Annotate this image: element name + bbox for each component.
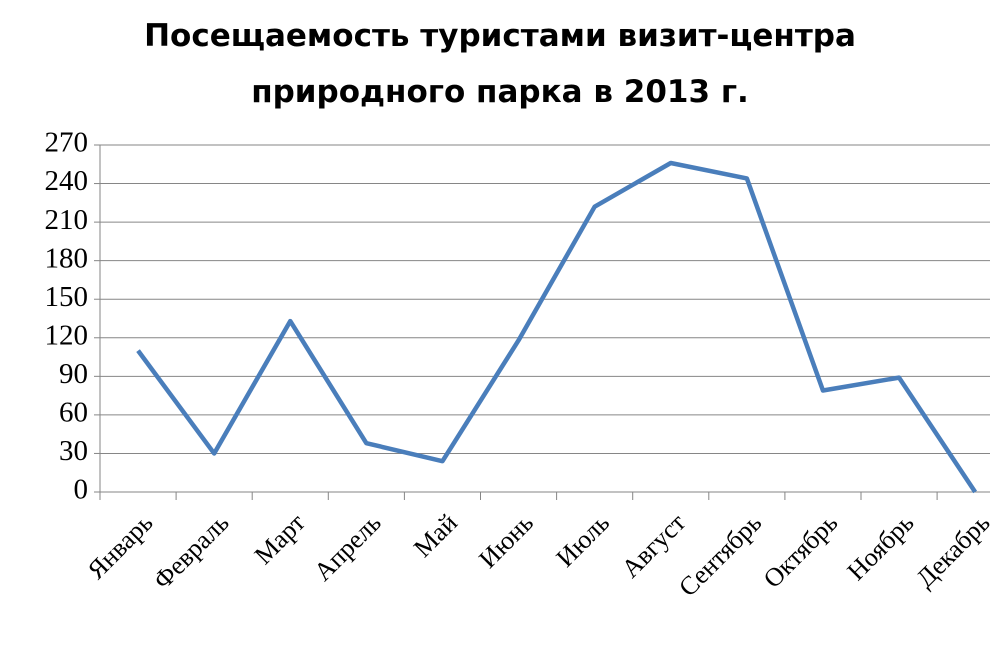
- y-tick-label: 270: [45, 127, 89, 159]
- x-tick-label: Ноябрь: [841, 508, 919, 586]
- y-tick-label: 120: [45, 319, 89, 351]
- x-tick-label: Апрель: [308, 508, 387, 587]
- x-tick-label: Май: [408, 508, 463, 563]
- y-tick-label: 180: [45, 242, 89, 274]
- x-tick-label: Февраль: [148, 508, 235, 595]
- x-tick-label: Июль: [550, 508, 615, 573]
- x-tick-label: Август: [616, 508, 691, 583]
- y-tick-label: 90: [59, 358, 88, 390]
- chart-title: Посещаемость туристами визит-центра прир…: [144, 18, 856, 110]
- y-tick-label: 240: [45, 165, 89, 197]
- line-series: [136, 160, 978, 494]
- y-tick-label: 60: [59, 397, 88, 429]
- x-tick-label: Октябрь: [758, 508, 844, 594]
- x-tick-label: Декабрь: [910, 508, 995, 593]
- x-tick-label: Март: [249, 508, 311, 570]
- x-tick-label: Июнь: [473, 508, 539, 574]
- y-tick-label: 210: [45, 204, 89, 236]
- y-tick-label: 0: [74, 474, 89, 506]
- x-tick-label: Январь: [82, 508, 159, 585]
- x-tick-label: Сентябрь: [673, 508, 767, 602]
- y-tick-label: 30: [59, 435, 88, 467]
- y-tick-label: 150: [45, 281, 89, 313]
